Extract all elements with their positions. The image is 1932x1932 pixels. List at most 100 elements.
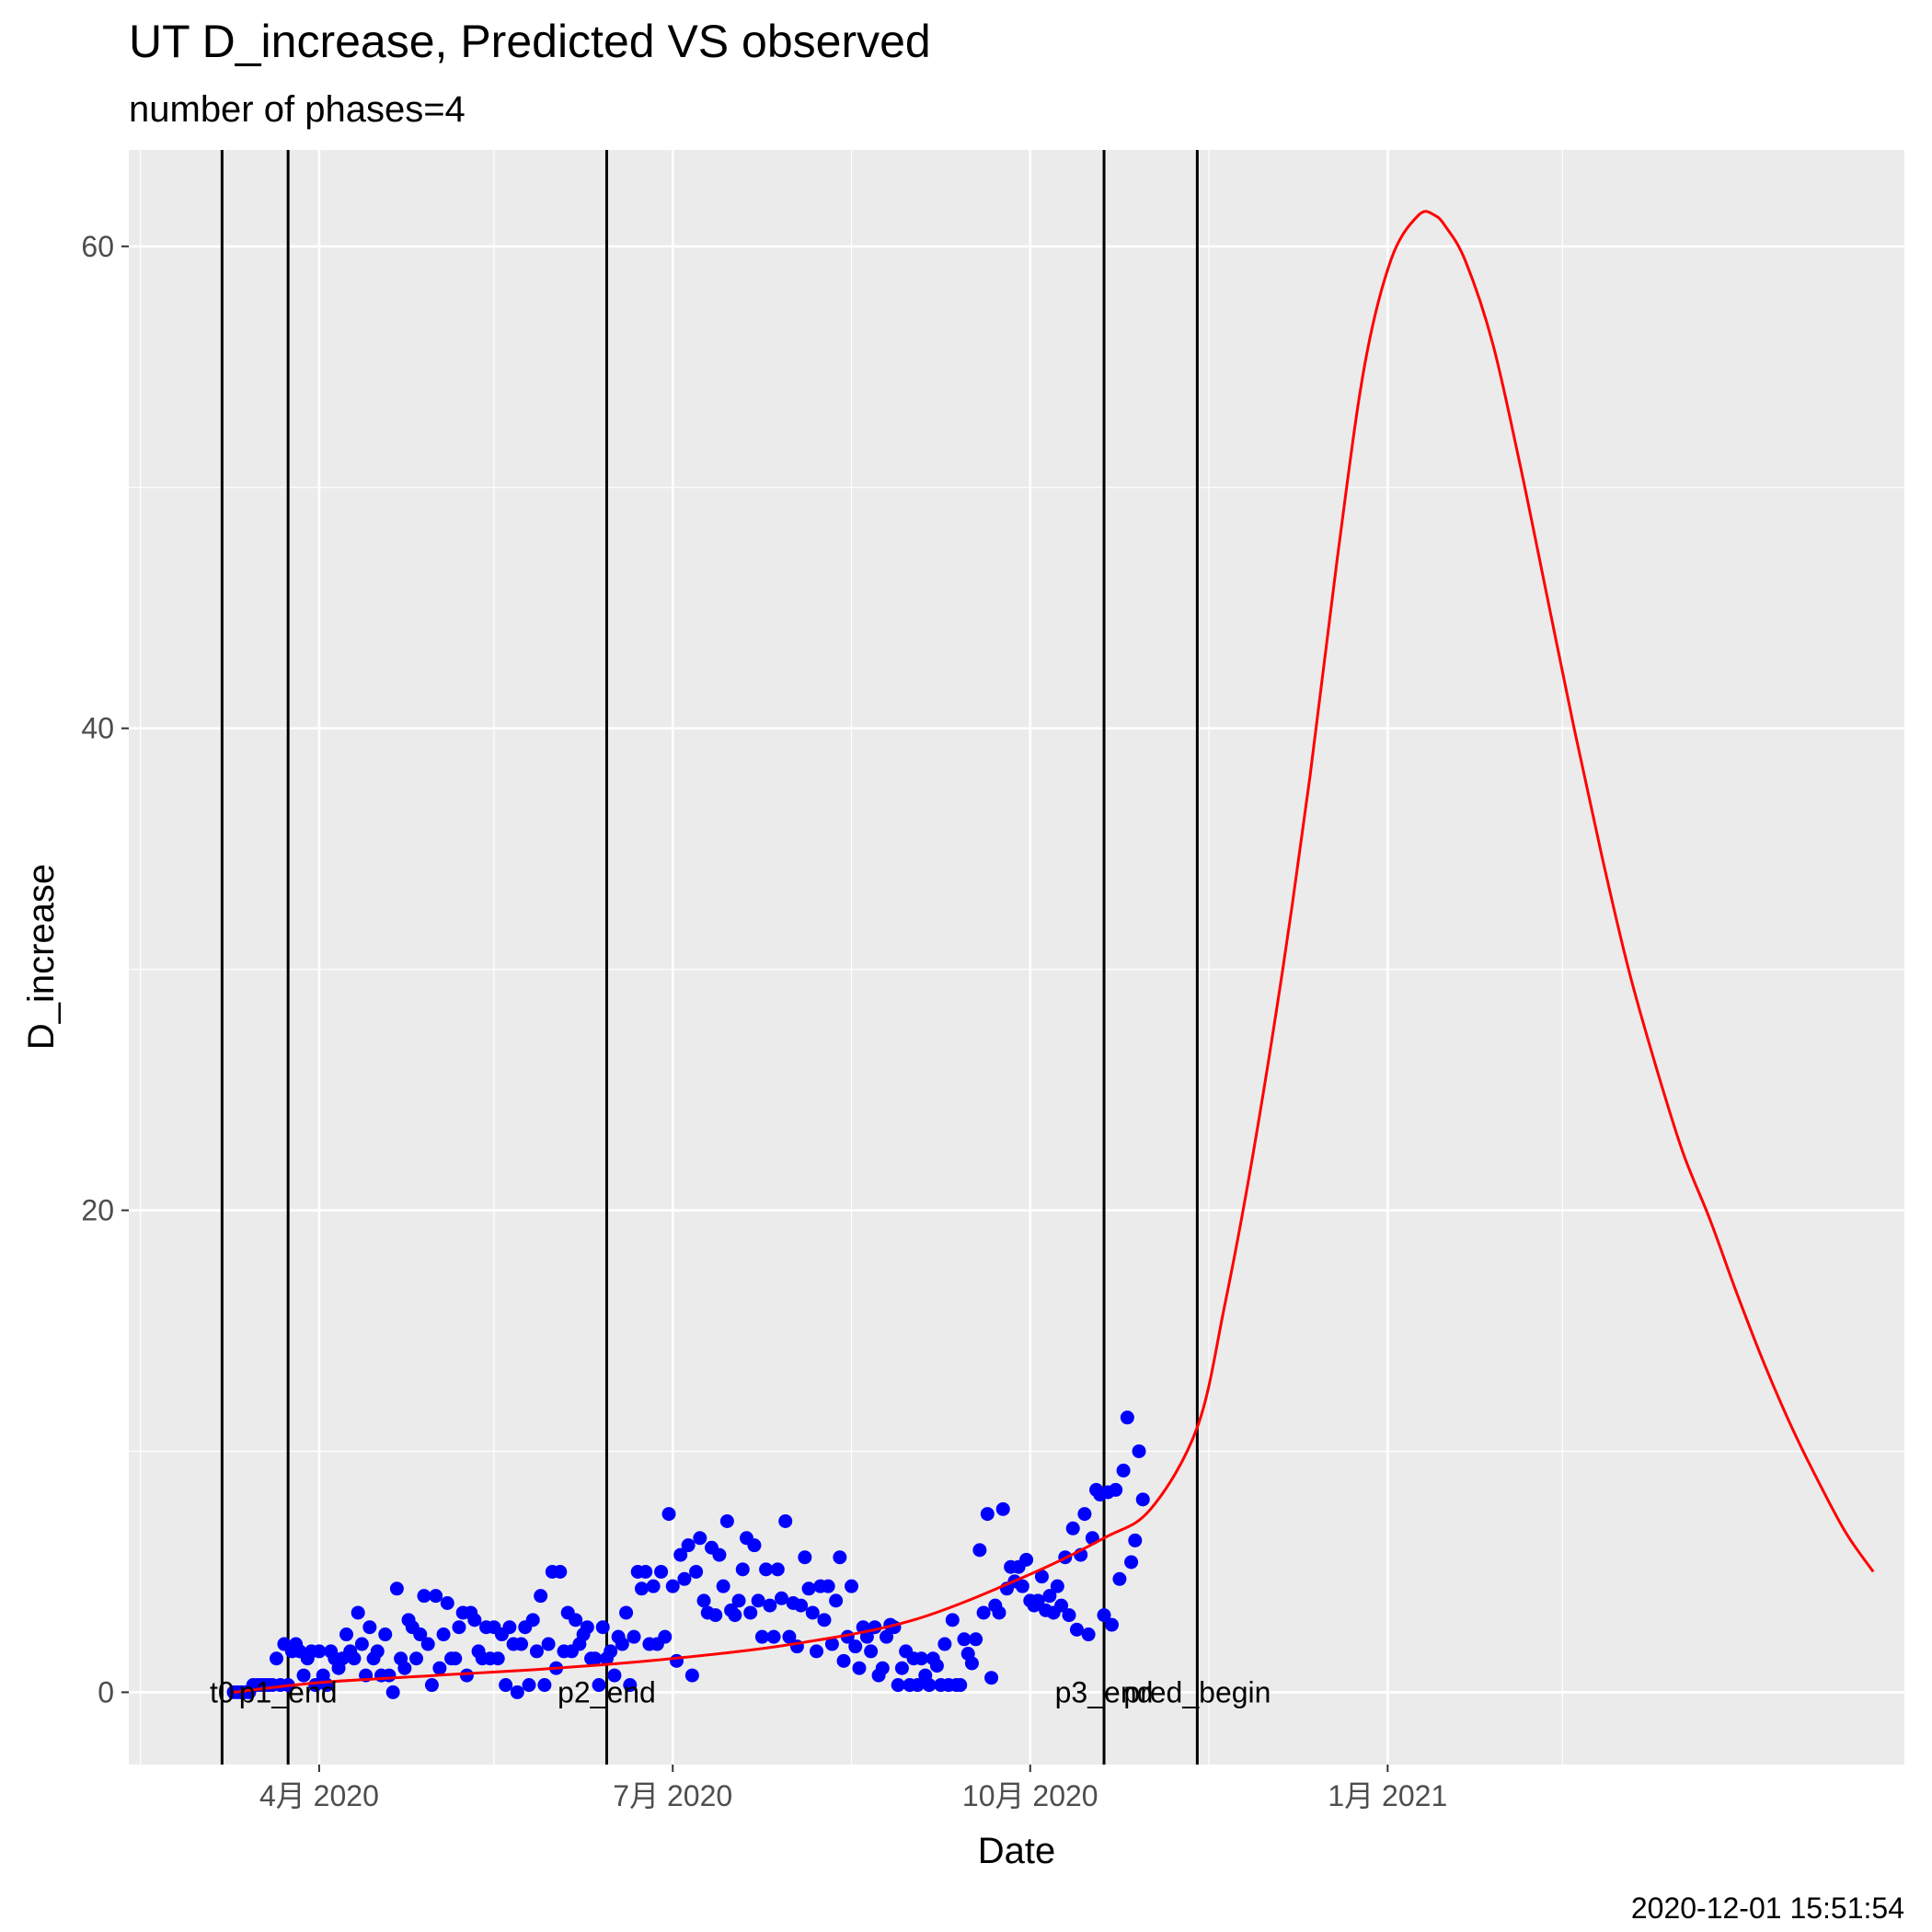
- observed-point: [891, 1678, 905, 1693]
- observed-point: [824, 1637, 839, 1651]
- observed-point: [833, 1550, 847, 1565]
- observed-point: [763, 1598, 777, 1613]
- observed-point: [782, 1629, 797, 1644]
- observed-point: [397, 1661, 412, 1675]
- observed-point: [665, 1579, 680, 1593]
- observed-point: [382, 1668, 397, 1683]
- observed-point: [362, 1620, 377, 1635]
- observed-point: [592, 1678, 606, 1693]
- observed-point: [821, 1579, 835, 1593]
- y-tick-label: 40: [81, 712, 114, 745]
- observed-point: [385, 1685, 400, 1699]
- observed-point: [661, 1507, 676, 1522]
- observed-point: [1062, 1608, 1076, 1623]
- observed-point: [794, 1598, 809, 1613]
- x-axis-title: Date: [978, 1831, 1056, 1871]
- observed-point: [354, 1637, 369, 1651]
- observed-point: [693, 1531, 707, 1546]
- chart-title: UT D_increase, Predicted VS observed: [129, 16, 931, 67]
- observed-point: [1034, 1570, 1049, 1584]
- observed-point: [677, 1571, 692, 1586]
- observed-point: [751, 1593, 765, 1608]
- observed-point: [719, 1513, 734, 1528]
- observed-point: [669, 1653, 684, 1668]
- x-axis: 4月 2020 7月 2020 10月 2020 1月 2021: [259, 1765, 1447, 1812]
- observed-point: [992, 1605, 1006, 1620]
- observed-point: [845, 1579, 859, 1593]
- observed-point: [588, 1651, 603, 1666]
- observed-point: [817, 1613, 832, 1627]
- observed-point: [759, 1562, 774, 1577]
- observed-point: [646, 1579, 661, 1593]
- observed-point: [1077, 1507, 1092, 1522]
- observed-point: [1065, 1521, 1080, 1535]
- observed-point: [654, 1564, 669, 1579]
- observed-point: [448, 1651, 463, 1666]
- observed-point: [980, 1507, 995, 1522]
- observed-point: [673, 1547, 688, 1562]
- observed-point: [409, 1651, 424, 1666]
- observed-point: [1069, 1622, 1084, 1637]
- minor-gridlines: [129, 150, 1904, 1765]
- observed-point: [615, 1637, 629, 1651]
- observed-point: [972, 1543, 987, 1558]
- observed-point: [499, 1678, 513, 1693]
- observed-point: [747, 1538, 762, 1553]
- observed-point: [801, 1581, 816, 1596]
- observed-point: [638, 1564, 653, 1579]
- observed-point: [429, 1589, 443, 1604]
- observed-point: [848, 1639, 863, 1654]
- x-tick-label: 7月 2020: [613, 1779, 732, 1812]
- observed-point: [1050, 1579, 1064, 1593]
- observed-point: [995, 1501, 1010, 1516]
- observed-point: [351, 1605, 365, 1620]
- observed-point: [778, 1513, 793, 1528]
- observed-point: [452, 1620, 466, 1635]
- observed-point: [490, 1651, 505, 1666]
- chart-subtitle: number of phases=4: [129, 89, 466, 130]
- observed-point: [312, 1644, 327, 1659]
- observed-point: [910, 1678, 925, 1693]
- observed-point: [716, 1579, 730, 1593]
- observed-point: [766, 1629, 781, 1644]
- phase-label-pred-begin: pred_begin: [1123, 1675, 1271, 1708]
- observed-point: [424, 1678, 439, 1693]
- observed-point: [296, 1668, 311, 1683]
- observed-point: [569, 1613, 583, 1627]
- observed-point: [1030, 1593, 1045, 1608]
- observed-point: [969, 1632, 983, 1647]
- major-gridlines: [129, 150, 1904, 1765]
- observed-point: [914, 1651, 929, 1666]
- observed-point: [1124, 1555, 1139, 1570]
- observed-point: [370, 1644, 385, 1659]
- phase-label-p1-end: p1_end: [239, 1675, 338, 1708]
- observed-point: [529, 1644, 544, 1659]
- observed-point: [420, 1637, 435, 1651]
- observed-point: [525, 1613, 540, 1627]
- observed-point: [269, 1651, 283, 1666]
- observed-point: [459, 1668, 474, 1683]
- observed-point: [1116, 1463, 1131, 1478]
- observed-point: [875, 1661, 890, 1675]
- observed-point: [805, 1605, 820, 1620]
- observed-point: [1015, 1579, 1029, 1593]
- observed-point: [510, 1685, 524, 1699]
- observed-point: [1132, 1443, 1146, 1458]
- observed-point: [1109, 1482, 1123, 1497]
- x-tick-label: 1月 2021: [1328, 1779, 1447, 1812]
- observed-point: [953, 1678, 968, 1693]
- observed-point: [689, 1564, 704, 1579]
- observed-point: [417, 1589, 431, 1604]
- observed-point: [413, 1627, 428, 1642]
- observed-point: [432, 1661, 447, 1675]
- observed-point: [1054, 1598, 1069, 1613]
- observed-point: [580, 1620, 594, 1635]
- observed-point: [595, 1620, 610, 1635]
- observed-point: [929, 1659, 944, 1673]
- observed-point: [1097, 1608, 1111, 1623]
- observed-point: [945, 1613, 960, 1627]
- observed-point: [829, 1593, 844, 1608]
- observed-point: [436, 1627, 451, 1642]
- observed-point: [754, 1629, 769, 1644]
